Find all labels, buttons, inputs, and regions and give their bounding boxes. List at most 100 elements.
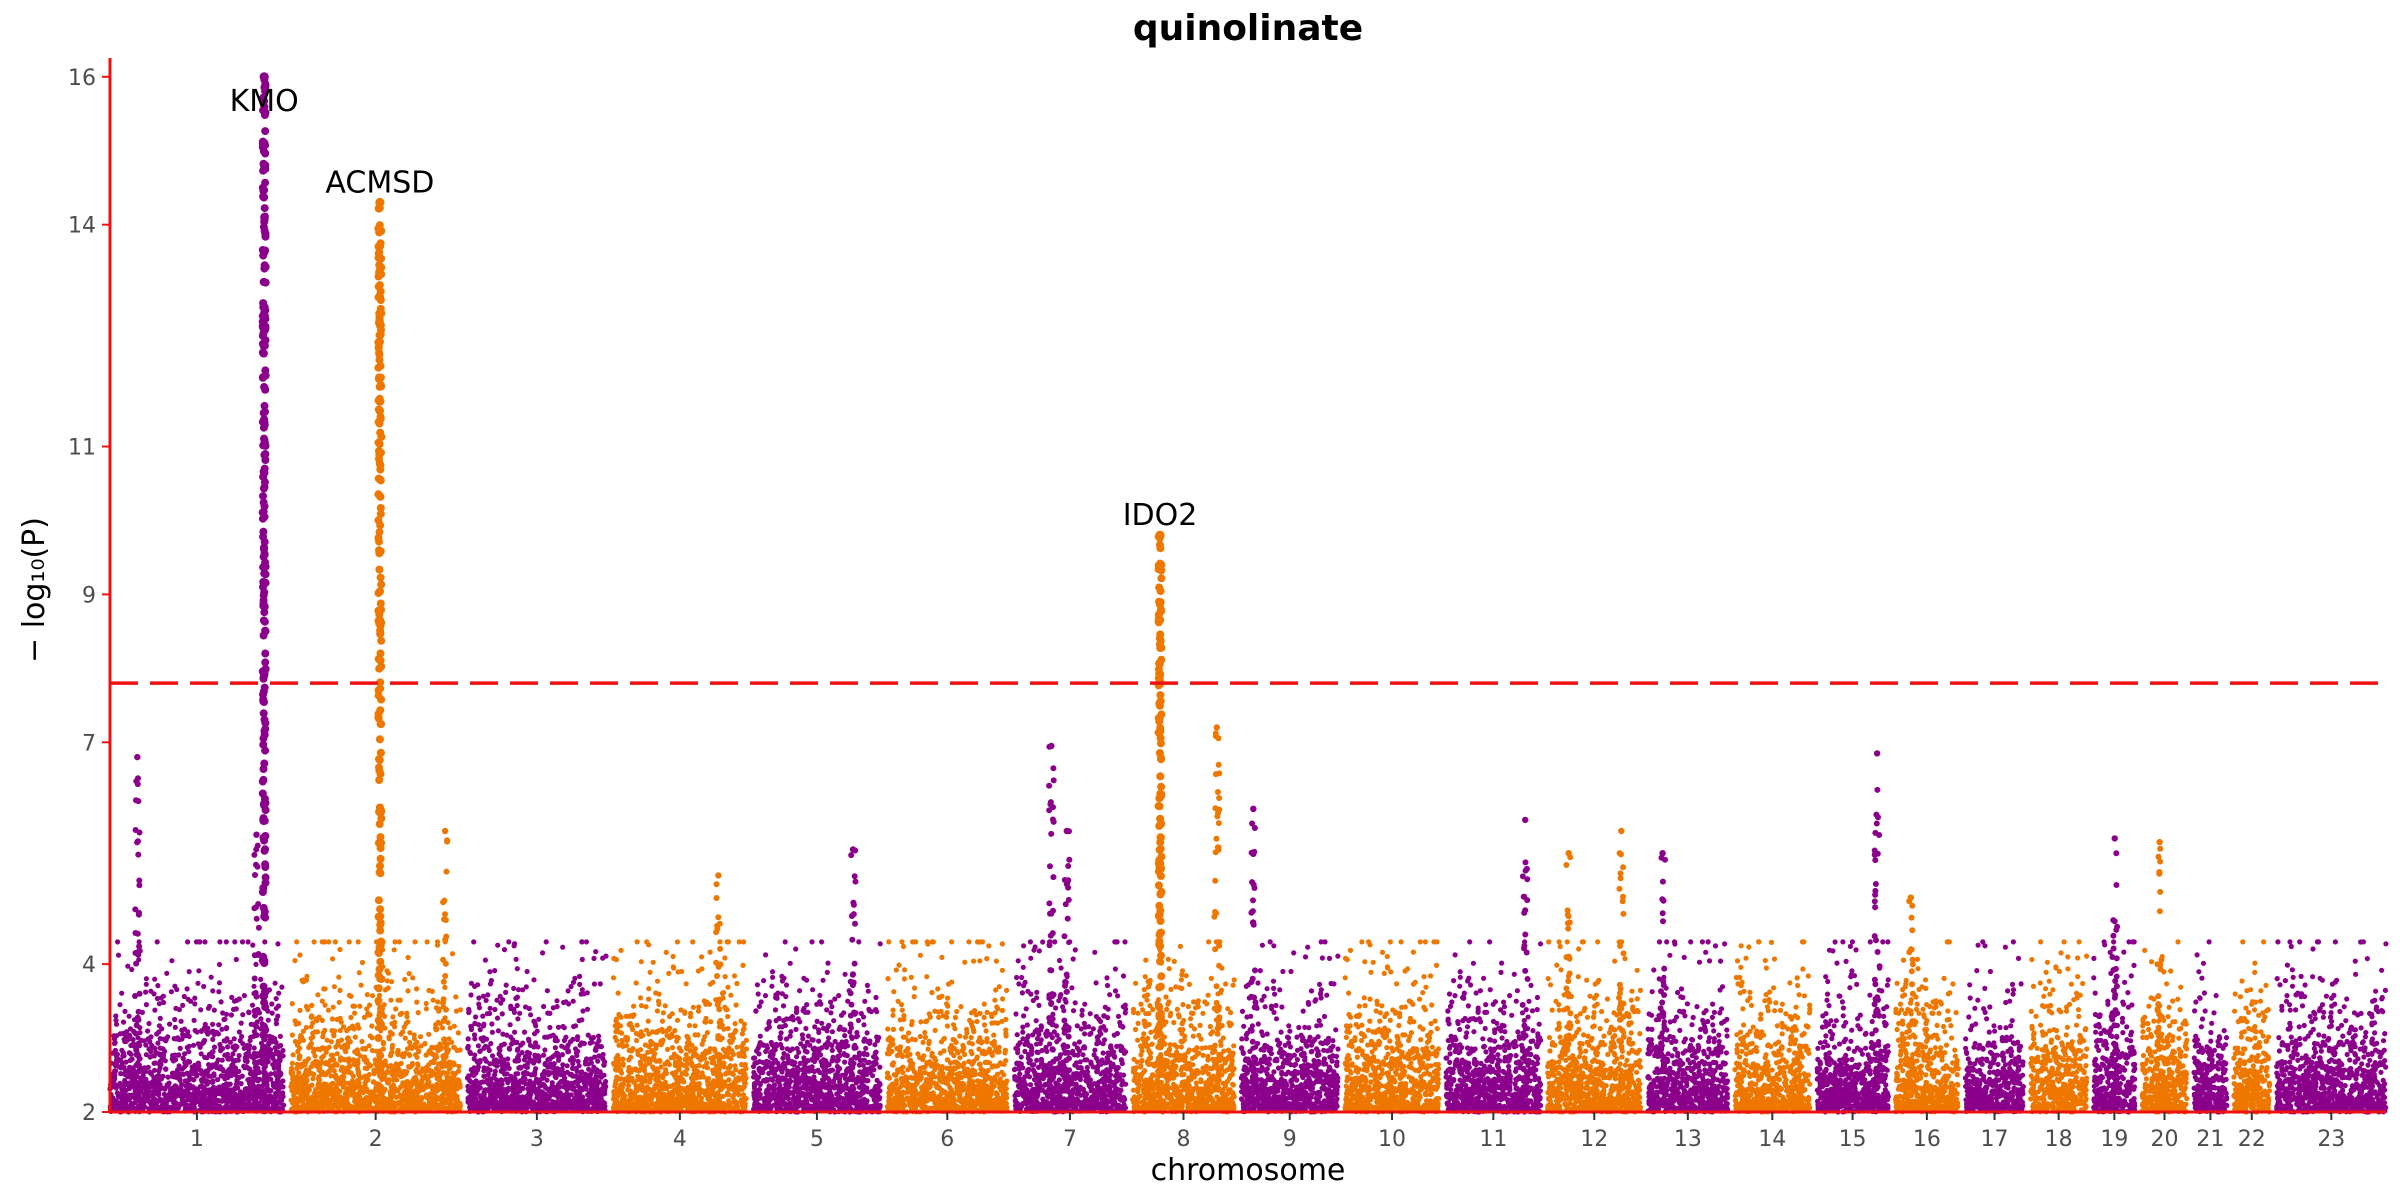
snp-point	[199, 1071, 205, 1077]
snp-point	[513, 995, 519, 1002]
snp-point	[322, 1027, 328, 1033]
snp-point	[397, 997, 403, 1003]
snp-point	[487, 1077, 493, 1084]
snp-point	[406, 1064, 412, 1070]
snp-point	[627, 1020, 633, 1027]
snp-point	[261, 1065, 267, 1071]
snp-point	[523, 1004, 529, 1010]
snp-point	[357, 1003, 363, 1009]
snp-point	[152, 976, 158, 982]
snp-point	[150, 1093, 156, 1099]
snp-point	[170, 1052, 176, 1059]
snp-point	[695, 1081, 701, 1087]
snp-point	[308, 1014, 314, 1020]
snp-point	[472, 1082, 478, 1088]
snp-point	[324, 1093, 330, 1099]
snp-point	[579, 956, 585, 963]
snp-point	[207, 1102, 213, 1108]
snp-point	[228, 1012, 234, 1018]
snp-point	[466, 1008, 472, 1015]
snp-point	[277, 1091, 283, 1097]
snp-point	[122, 1008, 128, 1015]
snp-point	[480, 993, 486, 999]
snp-point	[554, 998, 560, 1004]
snp-point	[223, 939, 229, 945]
snp-point	[148, 1054, 154, 1060]
snp-point	[412, 1088, 418, 1094]
snp-point	[626, 1068, 632, 1074]
snp-point	[581, 1040, 588, 1047]
snp-point	[434, 942, 441, 948]
snp-point	[848, 1034, 855, 1040]
snp-point	[436, 1075, 442, 1081]
snp-point	[572, 1095, 579, 1101]
snp-point	[272, 980, 278, 986]
snp-point	[258, 976, 264, 983]
snp-point	[336, 974, 342, 980]
snp-point	[593, 1045, 599, 1051]
snp-point	[572, 975, 578, 982]
snp-point	[355, 939, 361, 945]
snp-point	[334, 1096, 340, 1102]
snp-point	[148, 1034, 154, 1040]
snp-point	[467, 1101, 473, 1107]
snp-point	[294, 1061, 300, 1067]
snp-point	[654, 978, 661, 984]
snp-point	[722, 974, 728, 980]
snp-point	[324, 1098, 330, 1104]
snp-point	[576, 1018, 582, 1024]
snp-point	[702, 1019, 708, 1025]
snp-point	[601, 1082, 607, 1088]
snp-point	[289, 1032, 295, 1038]
snp-point	[216, 961, 223, 968]
snp-point	[541, 1052, 547, 1058]
snp-point	[267, 1036, 273, 1042]
snp-point	[514, 966, 520, 972]
snp-point	[289, 1060, 295, 1066]
snp-point	[113, 1057, 119, 1063]
snp-point	[398, 1060, 404, 1066]
snp-point	[178, 1018, 184, 1024]
snp-point	[532, 1040, 539, 1046]
snp-point	[554, 1004, 560, 1010]
snp-point	[683, 981, 689, 987]
snp-point	[619, 1037, 625, 1044]
snp-point	[326, 1044, 332, 1050]
snp-point	[177, 1076, 183, 1082]
snp-point	[583, 1058, 589, 1065]
snp-point	[194, 1029, 200, 1035]
snp-point	[225, 1056, 231, 1062]
snp-point	[425, 1062, 432, 1068]
snp-point	[701, 998, 707, 1004]
snp-point	[354, 1094, 361, 1100]
snp-point	[429, 1094, 435, 1100]
snp-point	[238, 1081, 244, 1087]
snp-point	[787, 960, 793, 966]
snp-point	[704, 1065, 711, 1071]
snp-point	[367, 1002, 373, 1008]
snp-point	[487, 1010, 493, 1017]
snp-point	[687, 1048, 693, 1054]
snp-point	[254, 1019, 260, 1025]
snp-point	[735, 1076, 741, 1083]
snp-point	[218, 1048, 224, 1054]
snp-point	[329, 1016, 335, 1022]
snp-point	[129, 966, 135, 973]
snp-point	[313, 1087, 319, 1093]
snp-point	[645, 1049, 651, 1055]
chart-title: quinolinate	[1133, 8, 1363, 49]
snp-point	[468, 992, 474, 998]
snp-point	[120, 1104, 126, 1110]
snp-point	[517, 1010, 523, 1016]
snp-point	[613, 1067, 620, 1073]
snp-point	[268, 1047, 274, 1053]
snp-point	[271, 1065, 277, 1071]
snp-point	[648, 1087, 655, 1093]
snp-point	[423, 1000, 429, 1007]
snp-point	[511, 985, 517, 992]
snp-point	[216, 980, 223, 986]
snp-point	[665, 1046, 671, 1052]
snp-point	[477, 1048, 483, 1054]
snp-point	[325, 1007, 332, 1013]
snp-point	[210, 988, 216, 994]
